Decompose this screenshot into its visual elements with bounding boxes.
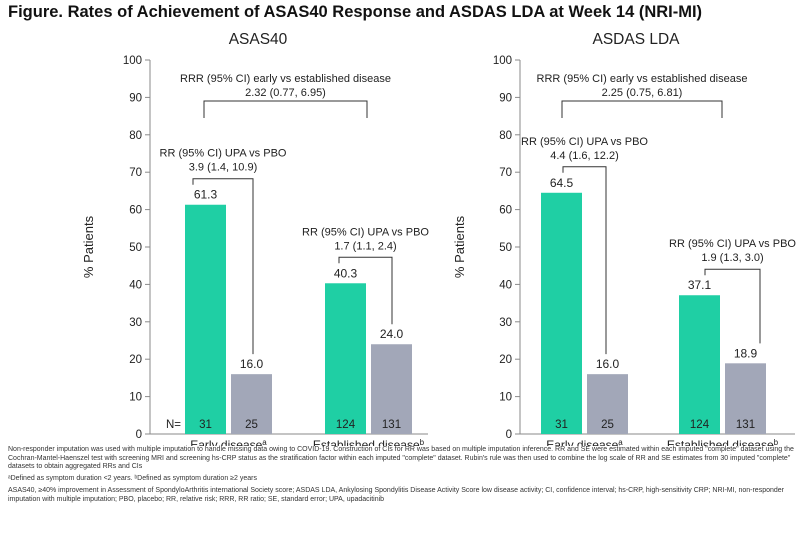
p2-rr-bracket: [704, 268, 761, 344]
p2-rrr-bracket: [561, 100, 723, 118]
p1-rr-annotation-line2: 3.9 (1.4, 10.9): [189, 162, 258, 174]
p2-bar-upa-1: [679, 295, 720, 434]
p1-y-axis-label: % Patients: [81, 215, 96, 278]
p1-y-tick-label: 40: [129, 279, 142, 291]
p1-bar-n-label: 124: [336, 419, 356, 431]
p1-y-tick-label: 100: [123, 55, 142, 67]
p1-category-label: Early diseasea: [190, 438, 267, 446]
p1-y-tick-label: 10: [129, 392, 142, 404]
p2-rrr-annotation-line2: 2.25 (0.75, 6.81): [602, 87, 683, 99]
p1-bar-value-label: 61.3: [194, 188, 218, 202]
p1-bar-value-label: 24.0: [380, 327, 404, 341]
p2-rrr-annotation-line1: RRR (95% CI) early vs established diseas…: [537, 73, 748, 85]
p2-category-label: Early diseasea: [546, 438, 623, 446]
p2-bar-n-label: 31: [555, 419, 568, 431]
p1-y-tick-label: 0: [136, 429, 142, 441]
p2-rr-annotation-line1: RR (95% CI) UPA vs PBO: [669, 238, 796, 250]
p2-y-tick-label: 20: [499, 354, 512, 366]
p2-bar-pbo-0: [587, 374, 628, 434]
p1-bar-n-label: 31: [199, 419, 212, 431]
p1-rr-annotation-line2: 1.7 (1.1, 2.4): [334, 240, 396, 252]
p2-y-tick-label: 80: [499, 130, 512, 142]
p2-chart-title: ASDAS LDA: [592, 31, 680, 48]
p2-y-tick-label: 90: [499, 92, 512, 104]
p1-y-tick-label: 20: [129, 354, 142, 366]
p1-rrr-annotation-line2: 2.32 (0.77, 6.95): [245, 87, 326, 99]
p2-y-tick-label: 60: [499, 205, 512, 217]
p2-y-tick-label: 10: [499, 392, 512, 404]
p2-rr-annotation-line2: 4.4 (1.6, 12.2): [550, 150, 619, 162]
p2-y-tick-label: 100: [493, 55, 512, 67]
p1-n-prefix-label: N=: [166, 419, 181, 431]
p2-bar-value-label: 37.1: [688, 278, 712, 292]
footnote-definitions: ᵃDefined as symptom duration <2 years. ᵇ…: [8, 475, 257, 483]
p1-bar-value-label: 40.3: [334, 266, 358, 280]
p2-bar-value-label: 64.5: [550, 176, 574, 190]
p1-rr-bracket: [338, 256, 393, 325]
p1-rrr-annotation-line1: RRR (95% CI) early vs established diseas…: [180, 73, 391, 85]
p2-y-tick-label: 40: [499, 279, 512, 291]
p1-rrr-bracket: [203, 100, 368, 118]
p1-y-tick-label: 50: [129, 242, 142, 254]
p1-rr-annotation-line1: RR (95% CI) UPA vs PBO: [160, 148, 287, 160]
footnote-method: Non-responder imputation was used with m…: [8, 446, 794, 471]
p2-rr-annotation-line2: 1.9 (1.3, 3.0): [701, 252, 763, 264]
p1-bar-value-label: 16.0: [240, 357, 264, 371]
p2-bar-value-label: 16.0: [596, 357, 620, 371]
p1-bar-n-label: 131: [382, 419, 401, 431]
charts-canvas: ASAS40% Patients010203040506070809010061…: [81, 31, 796, 446]
p1-bar-upa-0: [185, 204, 226, 434]
p1-bar-pbo-0: [231, 374, 272, 434]
p2-bar-upa-0: [541, 192, 582, 434]
p2-y-tick-label: 0: [506, 429, 512, 441]
p2-bar-n-label: 124: [690, 419, 710, 431]
p1-bar-upa-1: [325, 283, 366, 434]
p1-y-tick-label: 90: [129, 92, 142, 104]
p2-bar-n-label: 25: [601, 419, 614, 431]
figure-title: Figure. Rates of Achievement of ASAS40 R…: [8, 3, 703, 21]
p1-category-label: Established diseaseb: [313, 438, 425, 446]
p2-rr-annotation-line1: RR (95% CI) UPA vs PBO: [521, 136, 648, 148]
p2-y-tick-label: 70: [499, 167, 512, 179]
p2-bar-n-label: 131: [736, 419, 755, 431]
p1-y-tick-label: 60: [129, 205, 142, 217]
footnote-abbreviations: ASAS40, ≥40% improvement in Assessment o…: [8, 487, 784, 503]
p1-rr-bracket: [192, 178, 254, 355]
p1-rr-annotation-line1: RR (95% CI) UPA vs PBO: [302, 226, 429, 238]
p2-bar-value-label: 18.9: [734, 346, 758, 360]
p1-y-tick-label: 70: [129, 167, 142, 179]
p1-bar-n-label: 25: [245, 419, 258, 431]
p1-bar-pbo-1: [371, 344, 412, 434]
p1-chart-title: ASAS40: [229, 31, 288, 48]
p2-category-label: Established diseaseb: [667, 438, 779, 446]
p2-y-tick-label: 30: [499, 317, 512, 329]
p2-rr-bracket: [562, 166, 607, 355]
footnotes: Non-responder imputation was used with m…: [8, 446, 794, 508]
p2-bar-pbo-1: [725, 363, 766, 434]
p2-y-axis-label: % Patients: [452, 215, 467, 278]
p1-y-tick-label: 80: [129, 130, 142, 142]
p1-y-tick-label: 30: [129, 317, 142, 329]
p2-y-tick-label: 50: [499, 242, 512, 254]
